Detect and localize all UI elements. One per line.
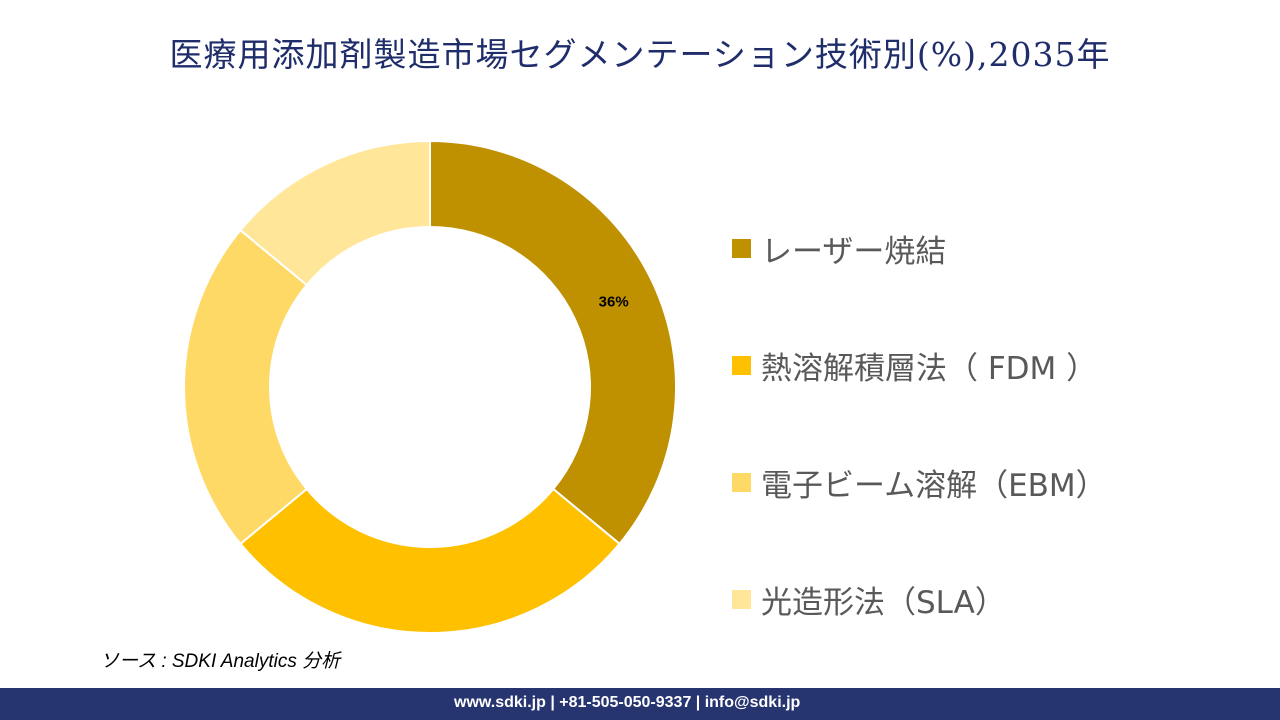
legend-item: 光造形法（SLA） [732, 541, 1107, 658]
legend-label: 電子ビーム溶解（EBM） [761, 468, 1107, 504]
legend-swatch [732, 590, 751, 609]
donut-slice [183, 228, 309, 546]
legend-swatch [732, 239, 751, 258]
legend: レーザー焼結 熱溶解積層法（ FDM ） 電子ビーム溶解（EBM） 光造形法（S… [732, 190, 1107, 658]
source-note: ソース : SDKI Analytics 分析 [100, 651, 341, 672]
legend-item: 電子ビーム溶解（EBM） [732, 424, 1107, 541]
donut-slice [239, 487, 621, 634]
legend-item: レーザー焼結 [732, 190, 1107, 307]
legend-swatch [732, 473, 751, 492]
donut-slice [239, 139, 431, 287]
footer-contact: www.sdki.jp | +81-505-050-9337 | info@sd… [454, 694, 801, 711]
legend-swatch [732, 356, 751, 375]
footer-bar: www.sdki.jp | +81-505-050-9337 | info@sd… [0, 688, 1280, 720]
chart-title: 医療用添加剤製造市場セグメンテーション技術別(%),2035年 [169, 35, 1111, 74]
data-label: 36% [599, 294, 629, 311]
legend-item: 熱溶解積層法（ FDM ） [732, 307, 1107, 424]
legend-label: 熱溶解積層法（ FDM ） [761, 351, 1098, 387]
donut-slice [429, 139, 677, 546]
legend-label: レーザー焼結 [761, 234, 947, 270]
legend-label: 光造形法（SLA） [761, 585, 1006, 621]
